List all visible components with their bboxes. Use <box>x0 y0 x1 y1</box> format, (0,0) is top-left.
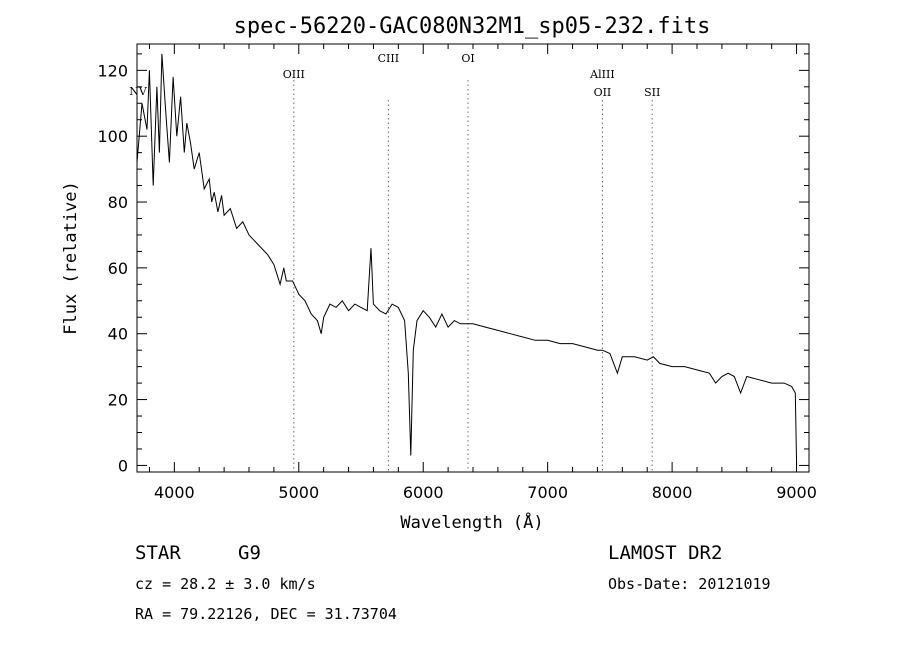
y-tick-label: 60 <box>108 259 128 278</box>
chart-title: spec-56220-GAC080N32M1_sp05-232.fits <box>234 14 711 39</box>
redshift-readout: cz = 28.2 ± 3.0 km/s <box>135 575 316 593</box>
spectral-line-label: CIII <box>378 52 399 65</box>
x-tick-label: 9000 <box>776 483 817 502</box>
plot-frame <box>136 43 810 473</box>
x-axis-label: Wavelength (Å) <box>400 511 543 533</box>
spectral-line-label: NV <box>129 85 148 98</box>
coordinates-readout: RA = 79.22126, DEC = 31.73704 <box>135 605 397 623</box>
y-tick-label: 120 <box>97 61 128 80</box>
y-tick-label: 80 <box>108 193 128 212</box>
y-tick-label: 100 <box>97 127 128 146</box>
spectral-line-label: OI <box>461 52 474 65</box>
spectral-line-label: AlIII <box>589 68 615 81</box>
object-subclass: G9 <box>238 542 261 564</box>
x-tick-label: 8000 <box>652 483 693 502</box>
y-axis-label: Flux (relative) <box>61 181 81 335</box>
spectral-line-label: OIII <box>283 68 305 81</box>
spectral-line-markers: NV OIII CIII OI AlIII OII SII <box>129 52 660 472</box>
axis-ticks <box>137 44 809 472</box>
object-class: STAR <box>135 542 181 564</box>
survey-name: LAMOST DR2 <box>608 542 723 564</box>
y-tick-label: 40 <box>108 325 128 344</box>
spectral-line-label: OII <box>594 86 612 99</box>
x-tick-label: 5000 <box>278 483 319 502</box>
x-tick-label: 7000 <box>527 483 568 502</box>
spectrum-series <box>136 53 798 466</box>
spectral-line-label: SII <box>644 86 660 99</box>
spectrum-line <box>136 53 798 466</box>
x-tick-label: 4000 <box>154 483 195 502</box>
y-tick-label: 0 <box>118 456 128 475</box>
axis-tick-labels: 4000 5000 6000 7000 8000 9000 0 20 40 60 80 100 120 <box>97 61 816 502</box>
y-tick-label: 20 <box>108 391 128 410</box>
obs-date: Obs-Date: 20121019 <box>608 575 771 593</box>
x-tick-label: 6000 <box>403 483 444 502</box>
